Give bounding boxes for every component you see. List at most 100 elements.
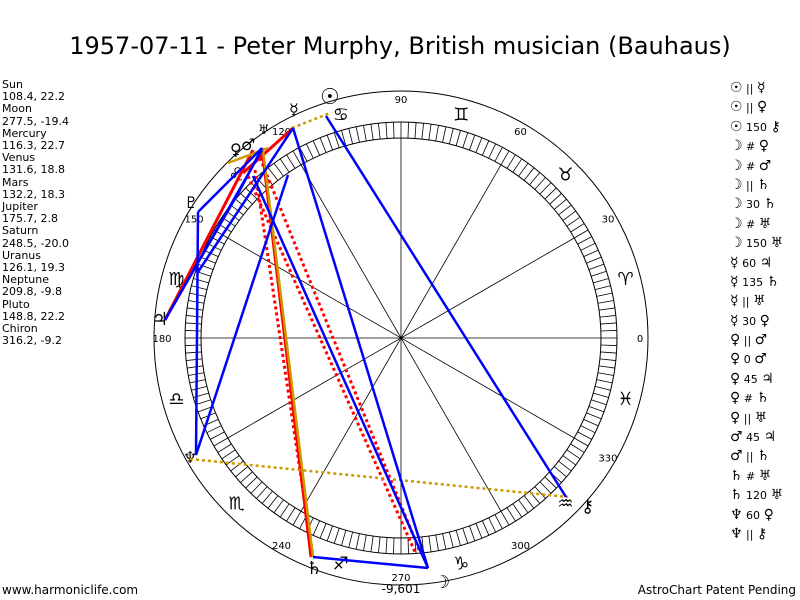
degree-tick xyxy=(187,365,204,369)
aspect-line-red-dotted xyxy=(246,175,417,553)
venus-icon: ♀ xyxy=(230,140,242,159)
degree-tick xyxy=(586,256,602,264)
aspect-line-blue xyxy=(312,555,429,570)
aspect-symbol: || xyxy=(742,82,757,95)
degree-tick xyxy=(378,536,381,553)
aspect-line-red xyxy=(163,149,255,321)
aspect-line-blue xyxy=(196,127,295,273)
degree-tick xyxy=(539,481,552,494)
aspect-planet-1: ☽ xyxy=(730,215,743,232)
zodiac-sign-icon: ♑ xyxy=(453,554,469,575)
degree-tick xyxy=(494,147,503,162)
degree-tick xyxy=(594,385,611,391)
degree-tick xyxy=(191,285,208,291)
aspect-planet-2: ♄ xyxy=(766,273,780,290)
planet-coords-uranus: 126.1, 19.3 xyxy=(2,261,65,275)
aspect-symbol: || xyxy=(742,527,757,541)
aspect-symbol: || xyxy=(742,101,757,115)
degree-tick xyxy=(544,476,557,489)
degree-label: 150 xyxy=(184,215,203,226)
aspect-planet-2: ♀ xyxy=(763,506,774,523)
aspect-row: ☿ 135 ♄ xyxy=(730,273,800,292)
degree-tick xyxy=(245,476,258,489)
aspect-line-blue xyxy=(163,189,242,321)
degree-label: 60 xyxy=(514,127,527,138)
degree-tick xyxy=(591,399,607,406)
zodiac-sign-icon: ♈ xyxy=(618,269,634,290)
degree-tick xyxy=(580,242,596,251)
aspect-symbol: 135 xyxy=(738,275,767,289)
pluto-icon: ♇ xyxy=(184,193,198,212)
aspect-planet-2: ♃ xyxy=(761,370,774,387)
aspect-planet-1: ♄ xyxy=(730,487,743,504)
aspect-planet-1: ☽ xyxy=(730,138,743,155)
degree-tick xyxy=(523,495,535,509)
planet-name-chiron: Chiron xyxy=(2,322,38,336)
zodiac-sign-icon: ♐ xyxy=(333,554,349,575)
degree-label: 120 xyxy=(272,127,291,138)
aspect-row: ☉ || ♀ xyxy=(730,98,800,117)
degree-tick xyxy=(261,490,273,504)
aspect-symbol: 60 xyxy=(738,256,760,270)
aspect-line-gold-dotted xyxy=(291,111,331,130)
degree-tick xyxy=(574,437,589,447)
degree-tick xyxy=(553,466,567,478)
degree-tick xyxy=(292,150,302,165)
degree-tick xyxy=(523,167,535,181)
planet-coords-moon: 277.5, -19.4 xyxy=(2,114,69,128)
degree-tick xyxy=(558,204,572,216)
degree-tick xyxy=(475,523,483,539)
degree-tick xyxy=(481,140,490,156)
degree-tick xyxy=(312,140,321,156)
degree-tick xyxy=(566,216,581,227)
aspect-row: ☽ # ♅ xyxy=(730,215,800,234)
aspect-planet-2: ♂ xyxy=(754,332,768,349)
aspect-line-red xyxy=(241,126,295,175)
degree-tick xyxy=(286,154,296,169)
aspect-planet-1: ♀ xyxy=(730,390,741,407)
aspect-planet-2: ☿ xyxy=(756,80,766,96)
degree-tick xyxy=(279,503,290,518)
aspect-planet-1: ♆ xyxy=(730,506,743,523)
degree-tick xyxy=(355,533,360,550)
degree-tick xyxy=(562,455,576,466)
aspect-row: ☽ 30 ♄ xyxy=(730,195,800,214)
degree-tick xyxy=(286,507,296,522)
degree-tick xyxy=(186,358,203,361)
planet-coords-mars: 132.2, 18.3 xyxy=(2,187,65,201)
aspect-planet-2: ♄ xyxy=(756,448,770,465)
degree-tick xyxy=(185,351,202,354)
degree-tick xyxy=(455,530,461,546)
degree-tick xyxy=(385,537,388,554)
neptune-icon: ♆ xyxy=(183,448,197,467)
degree-tick xyxy=(549,193,562,205)
zodiac-sign-icon: ♓ xyxy=(618,389,634,410)
degree-tick xyxy=(305,143,314,159)
degree-tick xyxy=(593,392,609,398)
degree-tick xyxy=(393,537,395,554)
bottom-value: -9,601 xyxy=(382,582,421,596)
degree-tick xyxy=(570,223,585,233)
degree-tick xyxy=(577,236,592,245)
degree-tick xyxy=(597,300,614,304)
degree-tick xyxy=(221,449,236,460)
degree-tick xyxy=(512,158,523,173)
degree-tick xyxy=(421,123,424,140)
aspect-row: ♀ 0 ♂ xyxy=(730,350,800,369)
degree-tick xyxy=(596,379,613,384)
aspect-row: ☽ # ♀ xyxy=(730,137,800,156)
aspect-symbol: # xyxy=(742,217,759,231)
degree-tick xyxy=(596,292,613,297)
degree-tick xyxy=(407,122,409,139)
degree-tick xyxy=(488,143,497,159)
degree-tick xyxy=(210,431,225,440)
footer-website[interactable]: www.harmoniclife.com xyxy=(2,583,139,597)
aspect-row: ☉ 150 ⚷ xyxy=(730,118,800,137)
degree-tick xyxy=(586,412,602,420)
degree-tick xyxy=(385,122,388,139)
degree-tick xyxy=(500,511,510,526)
aspect-planet-2: ♂ xyxy=(758,157,772,174)
aspect-list: ☉ || ☿ ☉ || ♀ ☉ 150 ⚷ ☽ # ♀ ☽ # ♂ ☽ || ♄ ☽ 30 … xyxy=(730,79,800,544)
degree-tick xyxy=(600,344,617,346)
planet-name-mercury: Mercury xyxy=(2,126,47,140)
